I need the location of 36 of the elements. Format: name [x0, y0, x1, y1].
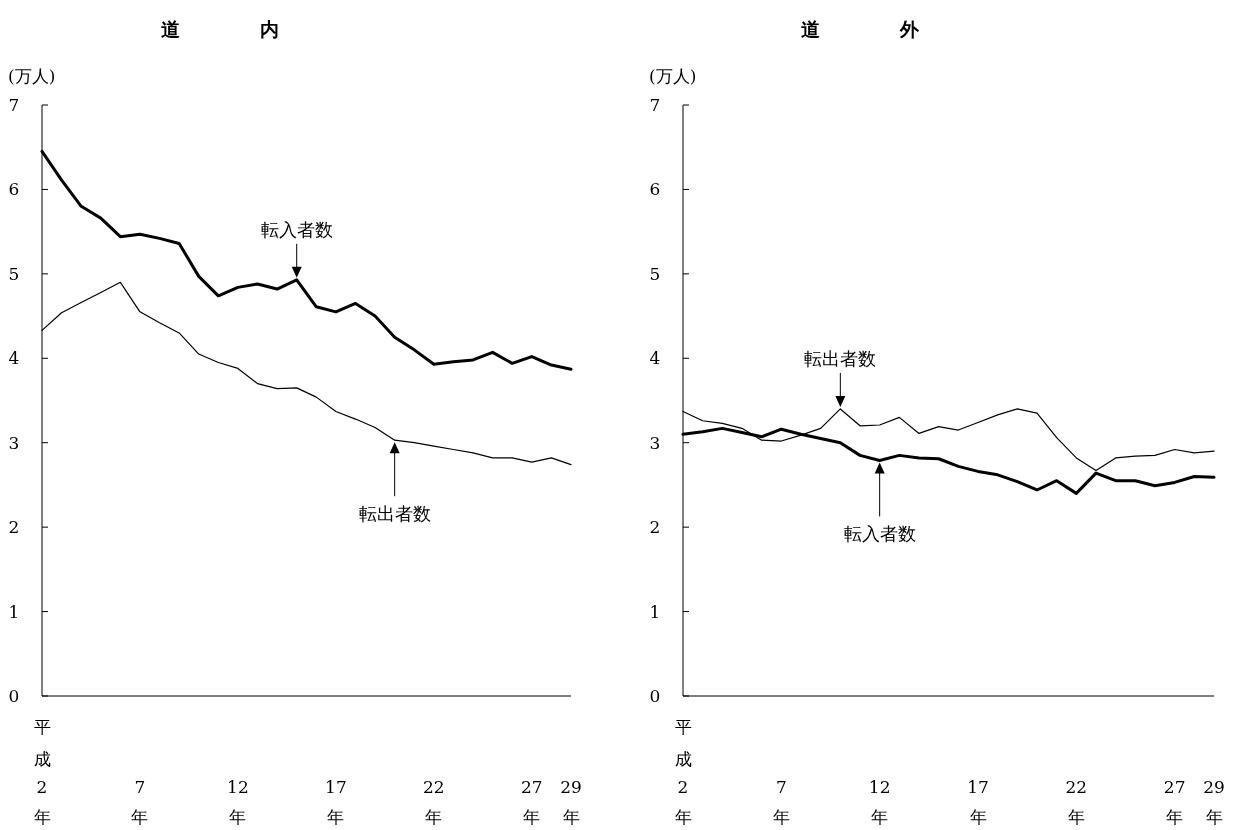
y-axis-title: (万人) [8, 66, 56, 86]
y-tick-label: 3 [649, 432, 661, 453]
x-tick-label: 17年 [967, 777, 989, 827]
x-tick-label: 12年 [868, 777, 891, 827]
y-tick-label: 1 [649, 601, 661, 622]
y-tick-label: 4 [649, 348, 661, 369]
x-tick-label: 17年 [325, 777, 347, 827]
text: 転出者数 [358, 503, 431, 525]
chart-title: 道外 [801, 18, 999, 40]
x-tick-label: 22年 [1065, 777, 1088, 827]
y-tick-label: 3 [8, 432, 20, 453]
x-tick-label: 12年 [227, 777, 249, 827]
x-tick-label: 22年 [423, 777, 445, 827]
y-axis-title: (万人) [649, 66, 697, 86]
y-tick-label: 1 [8, 601, 20, 622]
x-tick-label: 7年 [772, 777, 790, 827]
y-tick-label: 6 [649, 179, 661, 200]
x-tick-label: 平成2年 [674, 717, 692, 827]
x-tick-label: 29年 [560, 777, 582, 827]
y-tick-label: 2 [8, 517, 20, 538]
x-tick-label: 7年 [131, 777, 149, 827]
y-tick-label: 7 [649, 95, 661, 115]
y-tick-label: 6 [8, 179, 20, 200]
text: 転入者数 [843, 523, 916, 545]
y-tick-label: 7 [8, 95, 20, 115]
y-tick-label: 0 [8, 686, 20, 706]
x-tick-label: 平成2年 [33, 717, 51, 827]
x-tick-label: 27年 [520, 777, 543, 827]
x-tick-label: 27年 [1163, 777, 1186, 827]
y-tick-label: 2 [649, 517, 661, 538]
chart-title: 道内 [161, 18, 359, 40]
y-tick-label: 4 [8, 348, 20, 369]
y-tick-label: 5 [649, 263, 661, 284]
y-tick-label: 5 [8, 263, 20, 284]
y-tick-label: 0 [649, 686, 661, 706]
x-tick-label: 29年 [1203, 777, 1225, 827]
